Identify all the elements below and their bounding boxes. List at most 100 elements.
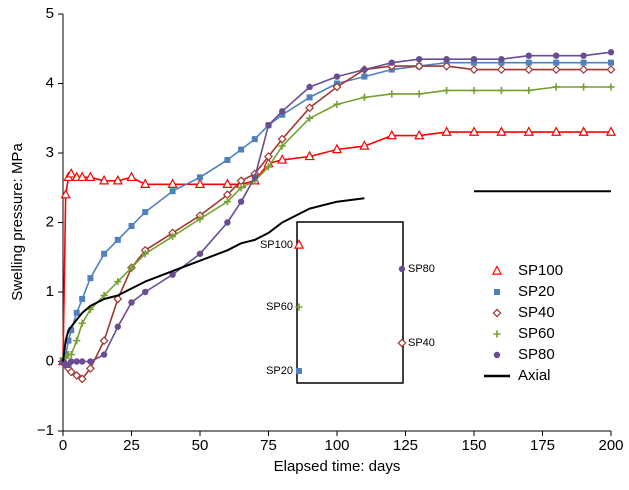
inset-label: SP60 xyxy=(266,301,293,313)
inset-marker xyxy=(293,239,305,249)
marker xyxy=(87,275,94,282)
marker xyxy=(386,129,397,140)
marker xyxy=(223,198,231,206)
inset-label: SP40 xyxy=(408,337,435,349)
marker xyxy=(497,86,505,95)
marker xyxy=(194,178,206,188)
legend-marker xyxy=(493,351,501,359)
marker xyxy=(141,250,149,258)
marker xyxy=(415,90,423,98)
marker xyxy=(553,59,560,66)
marker xyxy=(237,184,245,192)
marker xyxy=(127,264,136,272)
marker xyxy=(305,103,315,113)
y-tick-label: 5 xyxy=(46,5,54,22)
inset-label: SP80 xyxy=(408,263,435,275)
x-tick-label: 175 xyxy=(530,437,555,454)
marker xyxy=(580,52,587,59)
marker xyxy=(79,295,86,302)
legend-label: SP60 xyxy=(518,325,555,342)
legend-marker xyxy=(491,265,503,275)
marker xyxy=(304,150,315,161)
x-tick-label: 50 xyxy=(192,437,209,454)
marker xyxy=(114,277,122,286)
y-tick-label: 0 xyxy=(46,352,54,369)
marker xyxy=(524,65,534,75)
marker xyxy=(142,288,149,296)
x-tick-label: 150 xyxy=(461,437,486,454)
marker xyxy=(525,59,532,66)
y-tick-label: 4 xyxy=(46,74,54,91)
marker xyxy=(197,174,203,181)
marker xyxy=(496,65,506,75)
marker xyxy=(279,111,286,118)
marker xyxy=(442,61,452,71)
marker xyxy=(333,73,341,80)
x-tick-label: 25 xyxy=(123,437,140,454)
marker xyxy=(551,126,562,136)
inset-marker xyxy=(295,303,303,311)
x-tick-label: 75 xyxy=(260,437,277,454)
inset-label: SP100 xyxy=(260,239,293,251)
marker xyxy=(169,188,176,195)
marker xyxy=(470,55,478,63)
y-tick-label: 3 xyxy=(46,144,54,161)
legend-label: SP40 xyxy=(518,304,555,321)
marker xyxy=(361,73,368,80)
marker xyxy=(608,59,614,66)
x-tick-label: 0 xyxy=(59,437,67,454)
marker xyxy=(306,114,314,122)
legend-label: SP20 xyxy=(518,283,555,300)
marker xyxy=(114,236,121,243)
marker xyxy=(167,178,178,188)
marker xyxy=(469,65,479,75)
marker xyxy=(68,327,75,334)
marker xyxy=(414,61,424,71)
marker xyxy=(251,174,258,181)
marker xyxy=(387,61,397,71)
marker xyxy=(78,319,86,327)
marker xyxy=(222,178,233,188)
y-tick-label: 2 xyxy=(46,213,54,230)
marker xyxy=(580,83,588,91)
marker xyxy=(278,142,286,150)
marker xyxy=(100,291,108,300)
y-tick-label: −1 xyxy=(37,422,54,439)
marker xyxy=(72,370,82,380)
legend-label: SP80 xyxy=(518,346,555,363)
marker xyxy=(114,323,122,330)
x-tick-label: 200 xyxy=(598,437,623,454)
marker xyxy=(60,188,71,199)
marker xyxy=(306,94,313,101)
marker xyxy=(498,55,505,63)
marker xyxy=(525,86,533,95)
x-tick-label: 125 xyxy=(393,437,418,454)
marker xyxy=(332,82,342,92)
marker xyxy=(441,126,452,136)
series-line xyxy=(62,190,611,362)
marker xyxy=(73,337,81,345)
marker xyxy=(468,126,480,136)
marker xyxy=(580,59,587,66)
y-tick-label: 1 xyxy=(46,283,54,300)
marker xyxy=(605,126,617,136)
marker xyxy=(388,90,396,98)
inset-marker xyxy=(397,338,407,348)
inset-label: SP20 xyxy=(266,365,293,377)
legend-marker xyxy=(492,308,502,318)
inset-box xyxy=(296,221,404,384)
x-axis-title: Elapsed time: days xyxy=(274,458,401,475)
marker xyxy=(224,156,231,163)
x-tick-label: 100 xyxy=(324,437,349,454)
marker xyxy=(279,108,286,115)
marker xyxy=(73,309,80,316)
marker xyxy=(306,83,313,91)
inset-marker xyxy=(296,368,302,374)
marker xyxy=(361,66,368,73)
marker xyxy=(523,126,534,136)
marker xyxy=(470,86,478,95)
marker xyxy=(277,154,288,164)
marker xyxy=(552,83,560,91)
marker xyxy=(551,65,561,75)
marker xyxy=(264,163,273,171)
